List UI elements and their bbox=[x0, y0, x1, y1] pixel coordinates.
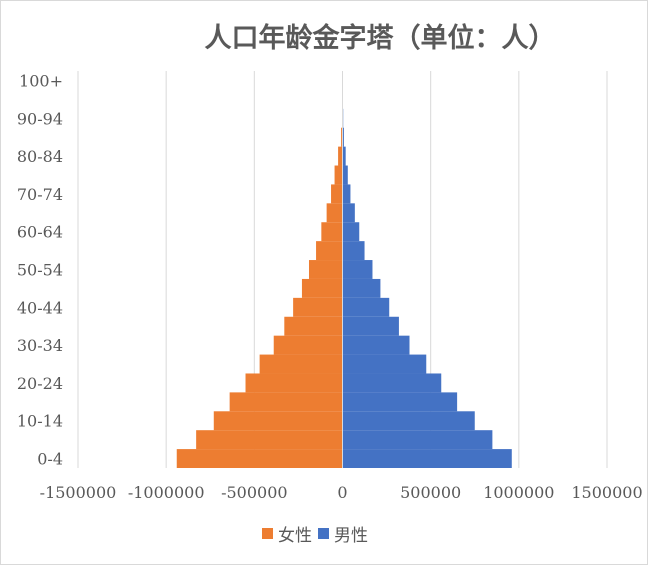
x-tick-label-6: 1500000 bbox=[571, 483, 642, 502]
bar-female-30-34 bbox=[273, 335, 343, 355]
x-tick-label-5: 1000000 bbox=[483, 483, 554, 502]
legend-swatch-male bbox=[318, 527, 329, 539]
x-tick-label-0: -1500000 bbox=[40, 483, 117, 502]
bar-male-35-39 bbox=[342, 316, 399, 336]
chart-title: 人口年龄金字塔（单位：人） bbox=[204, 23, 556, 54]
x-tick-label-2: -500000 bbox=[221, 483, 287, 502]
y-tick-label-90-94: 90-94 bbox=[17, 109, 63, 128]
legend-item-female: 女性 bbox=[262, 521, 312, 546]
y-tick-label-100+: 100+ bbox=[19, 71, 63, 90]
bar-female-70-74 bbox=[331, 184, 343, 204]
bar-male-80-84 bbox=[342, 146, 346, 166]
bar-female-85-89 bbox=[341, 127, 343, 147]
bar-male-85-89 bbox=[342, 127, 344, 147]
legend-swatch-female bbox=[262, 527, 273, 539]
bar-female-0-4 bbox=[176, 449, 343, 468]
bar-male-70-74 bbox=[342, 184, 351, 204]
bar-female-20-24 bbox=[245, 373, 343, 393]
bar-male-0-4 bbox=[342, 449, 512, 468]
bar-male-25-29 bbox=[342, 354, 427, 374]
legend-item-male: 男性 bbox=[318, 521, 368, 546]
bar-male-20-24 bbox=[342, 373, 442, 393]
bar-female-75-79 bbox=[334, 165, 343, 185]
bar-male-15-19 bbox=[342, 392, 458, 412]
bar-female-40-44 bbox=[293, 297, 343, 317]
y-tick-label-50-54: 50-54 bbox=[17, 261, 63, 280]
bar-female-55-59 bbox=[316, 241, 343, 261]
legend-label-male: 男性 bbox=[334, 525, 368, 546]
bar-female-25-29 bbox=[259, 354, 343, 374]
x-tick-label-3: 0 bbox=[337, 483, 347, 502]
bar-male-40-44 bbox=[342, 297, 390, 317]
bar-male-55-59 bbox=[342, 241, 365, 261]
legend: 女性 男性 bbox=[262, 521, 374, 546]
bar-female-10-14 bbox=[213, 411, 343, 431]
bar-female-60-64 bbox=[321, 222, 343, 242]
bar-male-45-49 bbox=[342, 278, 381, 298]
x-tick-label-4: 500000 bbox=[400, 483, 461, 502]
y-tick-label-20-24: 20-24 bbox=[17, 374, 63, 393]
y-tick-label-80-84: 80-84 bbox=[17, 147, 63, 166]
legend-label-female: 女性 bbox=[278, 525, 312, 546]
bar-male-75-79 bbox=[342, 165, 348, 185]
bar-female-45-49 bbox=[301, 278, 343, 298]
y-tick-label-0-4: 0-4 bbox=[37, 450, 63, 469]
y-tick-label-70-74: 70-74 bbox=[17, 185, 63, 204]
bar-female-35-39 bbox=[284, 316, 343, 336]
bar-female-80-84 bbox=[338, 146, 343, 166]
bar-male-65-69 bbox=[342, 203, 355, 223]
y-tick-label-60-64: 60-64 bbox=[17, 223, 63, 242]
bar-male-30-34 bbox=[342, 335, 410, 355]
bar-female-5-9 bbox=[196, 430, 343, 450]
x-tick-label-1: -1000000 bbox=[128, 483, 205, 502]
bar-male-10-14 bbox=[342, 411, 475, 431]
bar-male-50-54 bbox=[342, 260, 373, 279]
bar-female-15-19 bbox=[229, 392, 343, 412]
bar-male-5-9 bbox=[342, 430, 493, 450]
y-tick-label-40-44: 40-44 bbox=[17, 298, 63, 317]
bar-male-60-64 bbox=[342, 222, 360, 242]
bar-female-50-54 bbox=[308, 260, 343, 279]
bar-female-65-69 bbox=[326, 203, 343, 223]
y-tick-label-10-14: 10-14 bbox=[17, 412, 63, 431]
y-tick-label-30-34: 30-34 bbox=[17, 336, 63, 355]
